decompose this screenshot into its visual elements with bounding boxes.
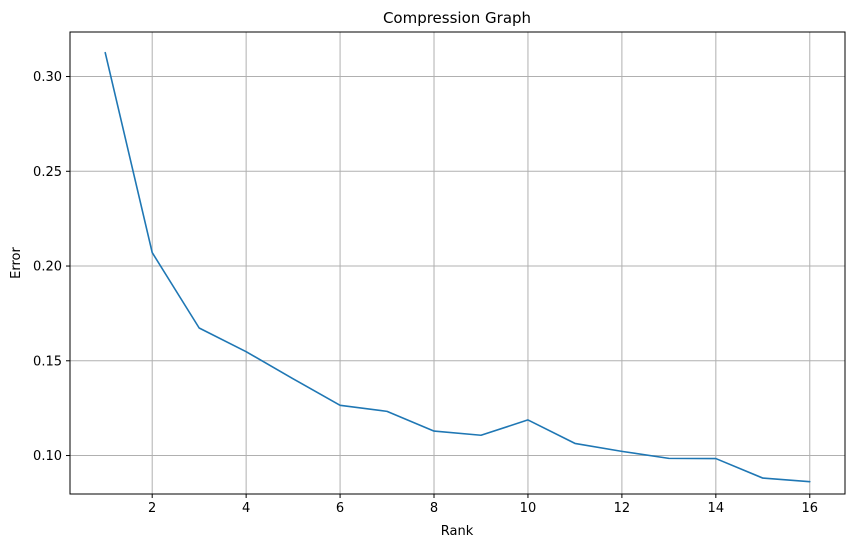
y-tick-label: 0.15 [33, 354, 62, 369]
plot-frame [69, 31, 846, 495]
y-tick-label: 0.25 [33, 165, 62, 180]
x-tick-label: 16 [801, 501, 818, 516]
y-tick-label: 0.20 [33, 260, 62, 275]
series-layer [104, 51, 811, 483]
grid [70, 32, 845, 494]
x-axis-label: Rank [441, 524, 474, 539]
x-tick-label: 4 [242, 501, 250, 516]
x-axis: 2 4 6 8 10 12 14 16 [148, 494, 818, 516]
x-tick-label: 12 [614, 501, 631, 516]
x-tick-label: 10 [520, 501, 537, 516]
series-line [104, 51, 811, 483]
x-tick-label: 2 [148, 501, 156, 516]
y-tick-label: 0.30 [33, 70, 62, 85]
x-tick-label: 8 [430, 501, 438, 516]
y-axis-label: Error [9, 247, 24, 279]
x-tick-label: 14 [708, 501, 725, 516]
y-axis: 0.10 0.15 0.20 0.25 0.30 [33, 70, 70, 464]
x-tick-label: 6 [336, 501, 344, 516]
y-tick-label: 0.10 [33, 449, 62, 464]
chart-title: Compression Graph [383, 9, 531, 27]
